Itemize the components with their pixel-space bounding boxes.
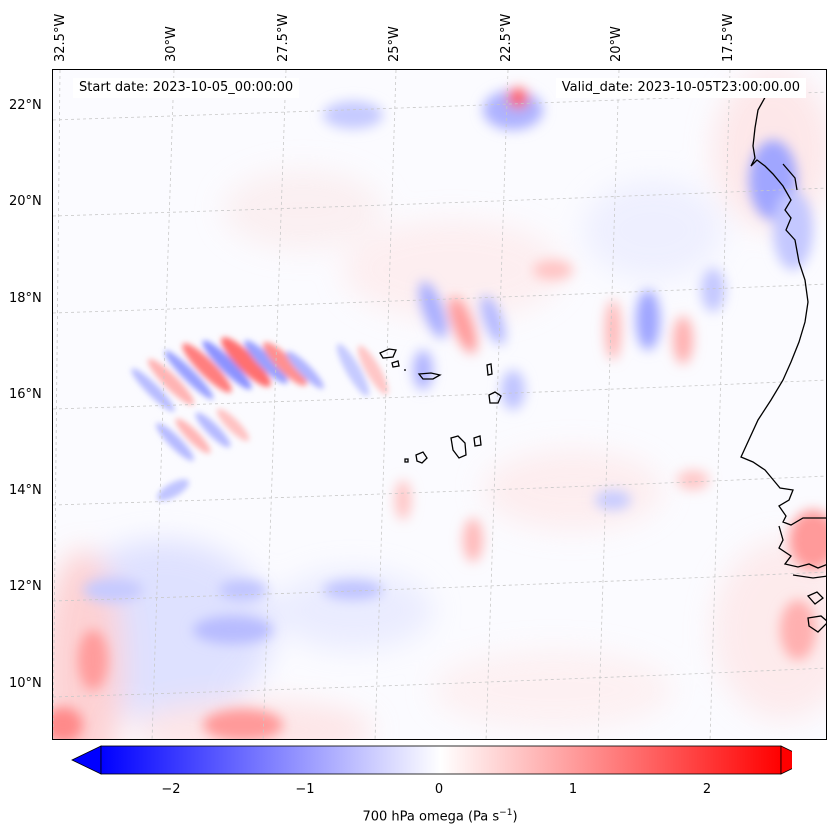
graticule bbox=[53, 70, 826, 739]
colorbar-label-text: 700 hPa omega (Pa s bbox=[362, 809, 500, 825]
lon-label-30w: 30°W bbox=[164, 26, 179, 62]
lon-label-27.5w: 27.5°W bbox=[276, 13, 291, 62]
island-sao-vicente bbox=[391, 360, 400, 368]
island-sao-nicolau bbox=[417, 372, 442, 380]
mid-features bbox=[53, 88, 826, 739]
african-coastline bbox=[740, 91, 826, 633]
broad-shading bbox=[53, 70, 826, 739]
lat-label-14n: 14°N bbox=[9, 483, 42, 498]
lon-label-17.5w: 17.5°W bbox=[721, 13, 736, 62]
valid-date-label: Valid_date: 2023-10-05T23:00:00.00 bbox=[555, 78, 806, 98]
colorbar bbox=[71, 745, 792, 775]
island-maio bbox=[473, 435, 482, 447]
map-field-svg bbox=[53, 70, 826, 739]
colorbar-extend-min bbox=[71, 745, 102, 775]
colorbar-tick: 0 bbox=[434, 782, 444, 797]
colorbar-extend-max bbox=[780, 745, 792, 775]
lat-label-12n: 12°N bbox=[9, 579, 42, 594]
island-brava bbox=[404, 458, 409, 463]
colorbar-tick: 2 bbox=[702, 782, 712, 797]
lat-label-16n: 16°N bbox=[9, 387, 42, 402]
lat-label-10n: 10°N bbox=[9, 676, 42, 691]
colorbar-body bbox=[100, 745, 782, 775]
lat-label-22n: 22°N bbox=[9, 98, 42, 113]
island-boa-vista bbox=[488, 391, 502, 404]
colorbar-tick: −1 bbox=[295, 782, 315, 797]
colorbar-label-end: ) bbox=[512, 809, 518, 825]
island-santiago bbox=[450, 435, 467, 459]
omega-map: Start date: 2023-10-05_00:00:00 Valid_da… bbox=[52, 69, 827, 740]
cape-verde-islands bbox=[379, 348, 502, 464]
wave-bands bbox=[131, 337, 389, 501]
start-date-label: Start date: 2023-10-05_00:00:00 bbox=[73, 78, 300, 98]
colorbar-tick: −2 bbox=[161, 782, 181, 797]
lat-label-20n: 20°N bbox=[9, 194, 42, 209]
island-sal bbox=[486, 363, 493, 376]
lon-label-32.5w: 32.5°W bbox=[53, 13, 68, 62]
lon-label-22.5w: 22.5°W bbox=[499, 13, 514, 62]
island-fogo bbox=[415, 451, 428, 464]
lon-label-20w: 20°W bbox=[609, 26, 624, 62]
colorbar-tick: 1 bbox=[568, 782, 578, 797]
lon-label-25w: 25°W bbox=[387, 26, 402, 62]
colorbar-label-sup: −1 bbox=[499, 808, 513, 818]
island-santo-antao bbox=[379, 348, 397, 359]
lat-label-18n: 18°N bbox=[9, 291, 42, 306]
colorbar-label: 700 hPa omega (Pa s−1) bbox=[0, 808, 837, 824]
